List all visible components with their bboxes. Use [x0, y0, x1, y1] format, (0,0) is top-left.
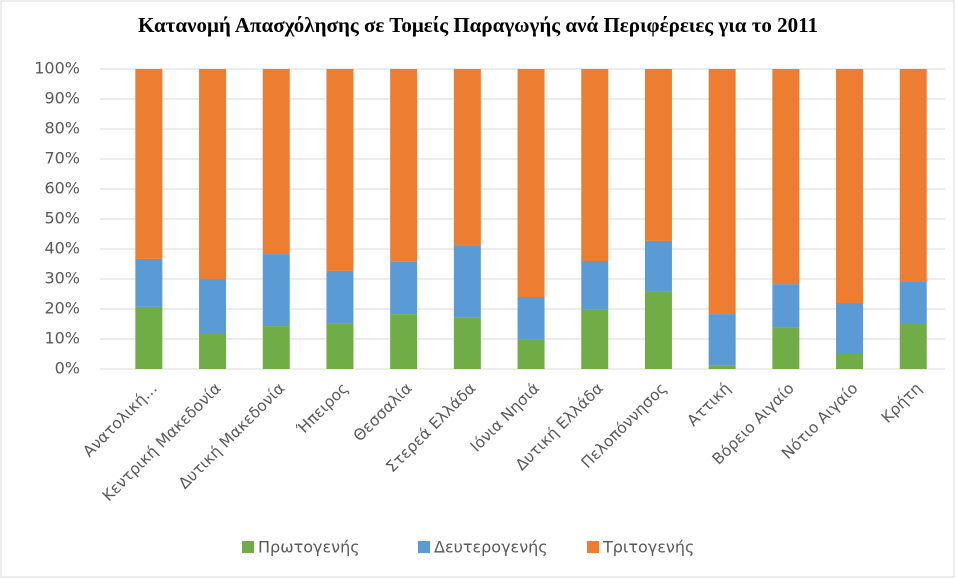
bar-segment: [453, 69, 481, 246]
bar-segment: [581, 69, 609, 261]
legend-swatch: [242, 541, 254, 553]
bar-segment: [517, 69, 545, 297]
y-tick-label: 60%: [44, 179, 80, 198]
bar-segment: [199, 69, 227, 279]
bar-segment: [135, 258, 163, 307]
bar-segment: [199, 333, 227, 369]
bar-segment: [262, 326, 290, 369]
bar-segment: [644, 69, 672, 241]
bar-segment: [772, 69, 800, 285]
y-tick-label: 70%: [44, 149, 80, 168]
y-tick-label: 20%: [44, 299, 80, 318]
y-tick-label: 40%: [44, 239, 80, 258]
bar-segment: [899, 324, 927, 369]
bar-segment: [326, 323, 354, 369]
legend-swatch: [418, 541, 430, 553]
y-tick-label: 100%: [34, 59, 80, 78]
bar-segment: [836, 303, 864, 354]
bar-segment: [708, 69, 736, 315]
bar-segment: [262, 254, 290, 327]
bar-segment: [135, 69, 163, 259]
bar-segment: [517, 297, 545, 340]
bar-segment: [453, 317, 481, 369]
y-tick-label: 90%: [44, 89, 80, 108]
legend-label: Τριτογενής: [602, 538, 694, 557]
bar-segment: [326, 69, 354, 271]
bar-segment: [262, 69, 290, 255]
bar-segment: [581, 261, 609, 310]
bar-segment: [199, 279, 227, 333]
bar-segment: [644, 240, 672, 292]
legend-swatch: [587, 541, 599, 553]
y-tick-label: 80%: [44, 119, 80, 138]
legend-label: Πρωτογενής: [258, 538, 360, 557]
bar-segment: [453, 246, 481, 318]
y-tick-label: 50%: [44, 209, 80, 228]
bar-segment: [135, 306, 163, 369]
bar-segment: [772, 327, 800, 369]
bar-segment: [581, 309, 609, 369]
bar-segment: [899, 69, 927, 282]
bar-segment: [390, 314, 418, 369]
bar-segment: [644, 291, 672, 369]
bar-segment: [390, 69, 418, 262]
bar-segment: [326, 270, 354, 324]
legend-label: Δευτερογενής: [434, 538, 548, 557]
chart-title: Κατανομή Απασχόλησης σε Τομείς Παραγωγής…: [138, 13, 818, 37]
bar-segment: [836, 354, 864, 369]
y-tick-label: 10%: [44, 329, 80, 348]
bar-segment: [517, 339, 545, 369]
bar-segment: [836, 69, 864, 303]
bar-segment: [899, 281, 927, 324]
bar-segment: [708, 365, 736, 369]
y-tick-label: 0%: [55, 359, 80, 378]
y-tick-label: 30%: [44, 269, 80, 288]
bar-segment: [708, 314, 736, 366]
bar-segment: [772, 284, 800, 328]
bar-segment: [390, 261, 418, 315]
